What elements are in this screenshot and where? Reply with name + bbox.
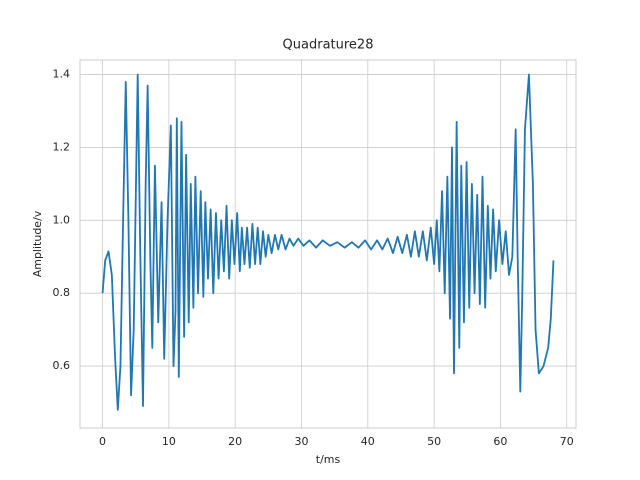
y-tick-label: 0.8 — [53, 286, 71, 299]
plot-frame — [79, 59, 577, 429]
x-tick-label: 50 — [427, 435, 441, 448]
y-tick-label: 1.0 — [53, 213, 71, 226]
x-tick-label: 40 — [361, 435, 375, 448]
x-tick-label: 30 — [294, 435, 308, 448]
chart-title: Quadrature28 — [283, 38, 374, 53]
y-tick-label: 1.4 — [53, 68, 71, 81]
data-line — [101, 73, 555, 411]
x-tick-label: 0 — [99, 435, 106, 448]
x-tick-label: 20 — [228, 435, 242, 448]
y-tick-label: 1.2 — [53, 140, 71, 153]
y-axis-label: Amplitude/v — [31, 210, 44, 277]
x-tick-label: 60 — [493, 435, 507, 448]
y-tick-label: 0.6 — [53, 359, 71, 372]
x-tick-label: 70 — [560, 435, 574, 448]
x-tick-label: 10 — [162, 435, 176, 448]
x-axis-label: t/ms — [316, 453, 341, 466]
